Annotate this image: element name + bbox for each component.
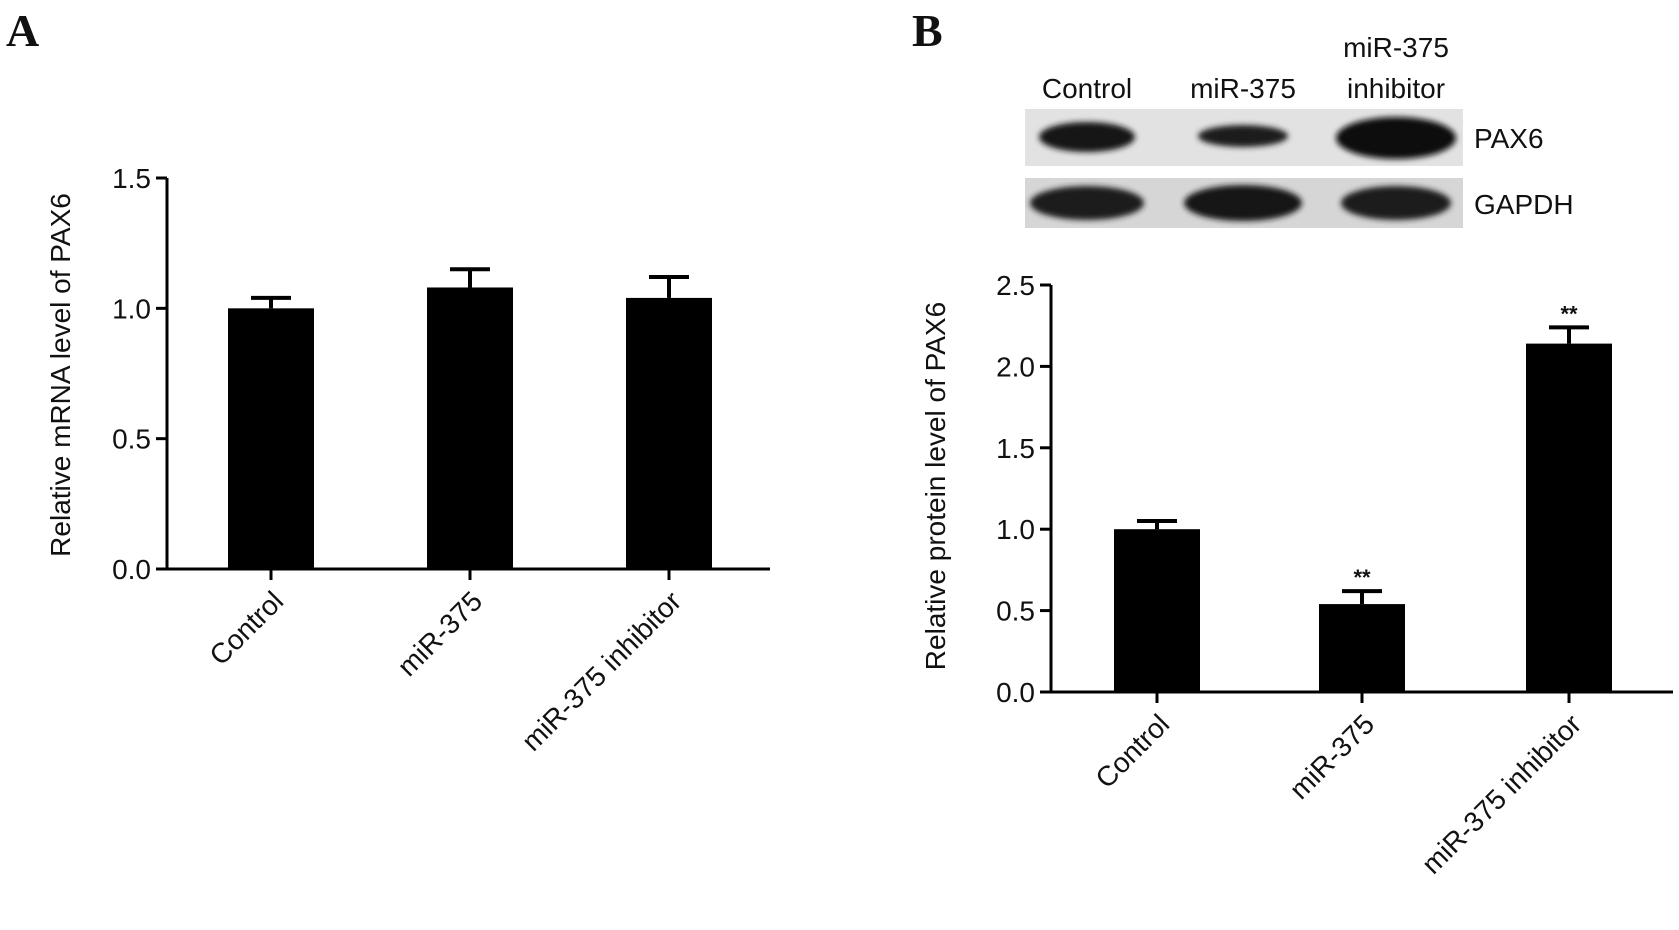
- y-tick-label: 0.5: [112, 424, 151, 455]
- bar: [1526, 343, 1612, 692]
- y-tick-label: 1.0: [996, 514, 1035, 545]
- y-tick-label: 1.5: [112, 163, 151, 194]
- y-tick-label: 2.5: [996, 270, 1035, 301]
- y-tick-label: 0.0: [996, 677, 1035, 708]
- band-label: PAX6: [1474, 123, 1544, 154]
- x-tick-label: Control: [1089, 708, 1175, 794]
- band-label: GAPDH: [1474, 189, 1574, 220]
- x-tick-label: miR-375 inhibitor: [1416, 708, 1588, 880]
- x-tick-label: Control: [203, 585, 289, 671]
- x-tick-label: miR-375 inhibitor: [516, 585, 688, 757]
- y-tick-label: 0.5: [996, 596, 1035, 627]
- y-tick-label: 1.5: [996, 433, 1035, 464]
- significance-label: **: [1560, 301, 1578, 326]
- band: [1039, 122, 1135, 152]
- lane-label: Control: [1042, 73, 1132, 104]
- bar: [626, 297, 712, 569]
- western-blot: [1025, 109, 1463, 228]
- y-tick-label: 1.0: [112, 293, 151, 324]
- significance-label: **: [1353, 565, 1371, 590]
- bar: [228, 308, 314, 569]
- bar: [1319, 604, 1405, 692]
- lane-label: inhibitor: [1347, 73, 1445, 104]
- bar: [1114, 529, 1200, 692]
- x-tick-label: miR-375: [1284, 708, 1381, 805]
- band: [1184, 185, 1302, 221]
- bar: [427, 287, 513, 569]
- y-axis-title: Relative mRNA level of PAX6: [45, 193, 76, 557]
- band: [1341, 186, 1451, 220]
- panel-label: B: [912, 5, 943, 56]
- y-axis-title: Relative protein level of PAX6: [920, 302, 951, 670]
- panel-label: A: [6, 5, 39, 56]
- lane-label: miR-375: [1343, 32, 1449, 63]
- band: [1336, 117, 1456, 159]
- band: [1030, 186, 1144, 220]
- y-tick-label: 0.0: [112, 554, 151, 585]
- lane-label: miR-375: [1190, 73, 1296, 104]
- y-tick-label: 2.0: [996, 351, 1035, 382]
- x-tick-label: miR-375: [392, 585, 489, 682]
- band: [1198, 125, 1288, 147]
